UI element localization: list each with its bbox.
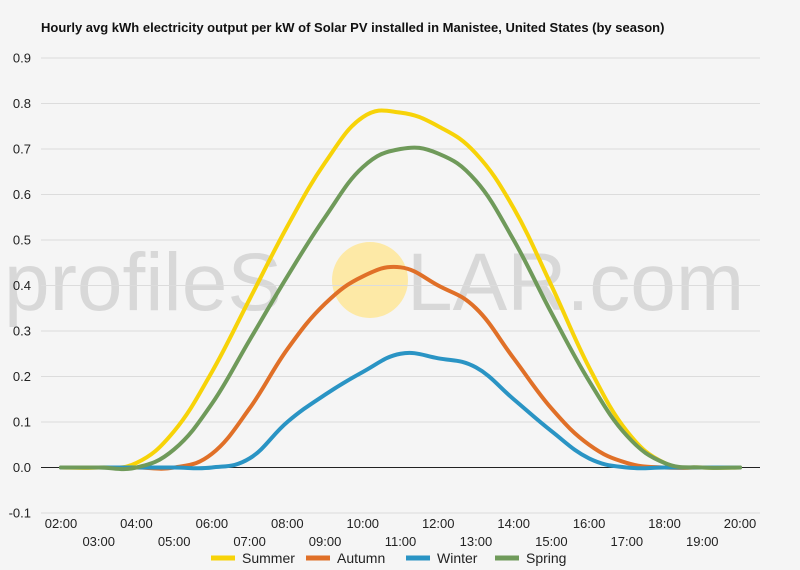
x-tick-label: 03:00 — [82, 534, 115, 549]
legend: Summer Autumn Winter Spring — [211, 550, 566, 566]
y-tick-label: 0.3 — [13, 324, 31, 339]
x-tick-label: 19:00 — [686, 534, 719, 549]
legend-item-spring[interactable]: Spring — [495, 550, 566, 566]
x-tick-label: 11:00 — [385, 534, 417, 549]
x-tick-label: 07:00 — [233, 534, 266, 549]
y-tick-label: 0.0 — [13, 460, 31, 475]
x-tick-label: 05:00 — [158, 534, 191, 549]
x-tick-label: 12:00 — [422, 516, 455, 531]
watermark-text-left: profileS — [4, 237, 282, 328]
x-tick-label: 09:00 — [309, 534, 342, 549]
y-tick-label: 0.5 — [13, 233, 31, 248]
y-tick-label: 0.1 — [13, 415, 31, 430]
x-tick-label: 20:00 — [724, 516, 757, 531]
x-tick-label: 17:00 — [611, 534, 644, 549]
y-tick-label: 0.6 — [13, 187, 31, 202]
legend-label: Spring — [526, 550, 566, 566]
y-axis-ticks: -0.1 0.0 0.1 0.2 0.3 0.4 0.5 0.6 0.7 0.8 0.9 — [9, 51, 31, 521]
legend-label: Winter — [437, 550, 478, 566]
watermark: profileS LAR.com — [4, 237, 744, 328]
y-tick-label: 0.8 — [13, 96, 31, 111]
series-line-summer — [59, 108, 742, 470]
x-tick-label: 02:00 — [45, 516, 78, 531]
x-tick-label: 16:00 — [573, 516, 606, 531]
y-tick-label: 0.4 — [13, 278, 31, 293]
series-line-winter — [59, 350, 742, 471]
series-line-spring — [59, 145, 742, 472]
watermark-text-right: LAR.com — [407, 237, 744, 328]
legend-item-winter[interactable]: Winter — [406, 550, 478, 566]
chart-title: Hourly avg kWh electricity output per kW… — [41, 20, 664, 35]
x-tick-label: 15:00 — [535, 534, 568, 549]
x-tick-label: 10:00 — [347, 516, 380, 531]
y-tick-label: -0.1 — [9, 506, 31, 521]
x-tick-label: 18:00 — [648, 516, 681, 531]
x-tick-label: 04:00 — [120, 516, 153, 531]
legend-label: Summer — [242, 550, 295, 566]
legend-label: Autumn — [337, 550, 385, 566]
x-tick-label: 08:00 — [271, 516, 304, 531]
x-tick-label: 14:00 — [497, 516, 530, 531]
y-tick-label: 0.7 — [13, 142, 31, 157]
legend-item-autumn[interactable]: Autumn — [306, 550, 385, 566]
sun-icon — [332, 242, 408, 318]
y-tick-label: 0.2 — [13, 369, 31, 384]
grid — [41, 57, 760, 514]
x-axis-ticks: 02:00 03:00 04:00 05:00 06:00 07:00 08:00 09:00… — [45, 516, 757, 549]
y-tick-label: 0.9 — [13, 51, 31, 66]
legend-item-summer[interactable]: Summer — [211, 550, 295, 566]
x-tick-label: 06:00 — [196, 516, 229, 531]
series-lines — [59, 108, 742, 472]
x-tick-label: 13:00 — [460, 534, 493, 549]
